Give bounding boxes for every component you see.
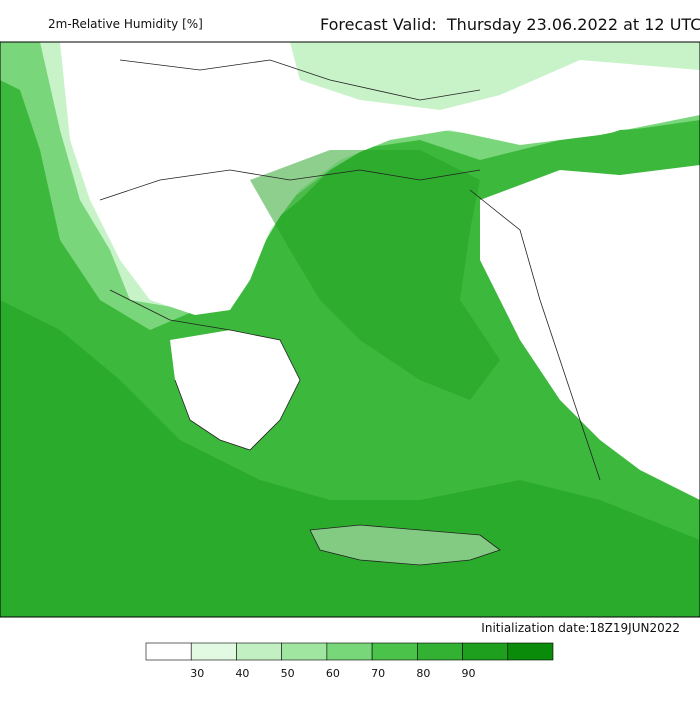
land-dry — [60, 42, 700, 315]
legend-swatch — [507, 642, 554, 661]
legend-swatch — [190, 642, 237, 661]
legend-tick-label: 30 — [190, 667, 204, 680]
legend-swatch — [281, 642, 328, 661]
legend-tick-label: 90 — [462, 667, 476, 680]
legend-swatch — [145, 642, 192, 661]
legend-swatch — [462, 642, 509, 661]
legend-tick-label: 40 — [235, 667, 249, 680]
colorbar: 30 40 50 60 70 80 90 — [145, 642, 554, 680]
map-frame — [0, 41, 700, 618]
legend-tick-label: 50 — [281, 667, 295, 680]
marmara — [560, 125, 700, 175]
turkey-dry — [480, 160, 700, 500]
legend-swatch — [417, 642, 463, 661]
legend-swatch — [326, 642, 373, 661]
valid-time: Forecast Valid: Thursday 23.06.2022 at 1… — [320, 15, 700, 34]
aegean-humid — [250, 150, 500, 400]
south-sea — [0, 300, 700, 617]
map — [0, 41, 700, 618]
peloponnese — [170, 330, 300, 450]
legend-tick-label: 60 — [326, 667, 340, 680]
title: 2m-Relative Humidity [%] — [48, 17, 203, 31]
borders — [99, 59, 601, 566]
legend-swatch — [371, 642, 418, 661]
legend-tick-label: 80 — [416, 667, 430, 680]
init-date: Initialization date:18Z19JUN2022 — [481, 621, 680, 635]
legend-swatch — [236, 642, 282, 661]
legend-tick-label: 70 — [371, 667, 385, 680]
